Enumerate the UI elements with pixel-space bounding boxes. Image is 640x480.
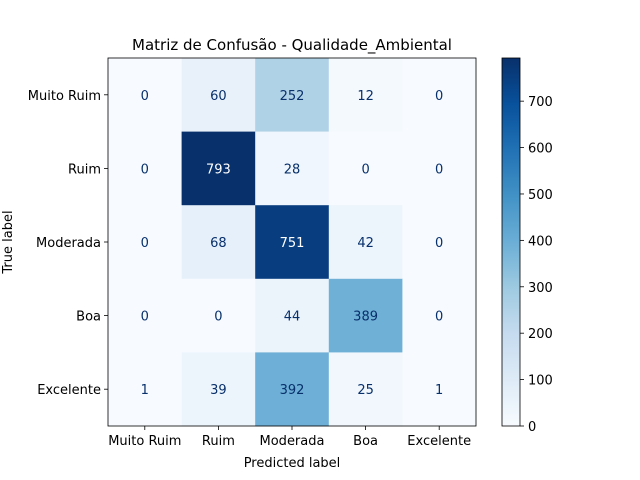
colorbar-ticks: 0 100 200 300 400 500 600 700 (520, 95, 553, 435)
cell-value-label: 25 (357, 383, 374, 398)
x-tick-label: Muito Ruim (108, 434, 181, 449)
heatmap-cell (255, 58, 330, 132)
heatmap-cell (255, 352, 330, 427)
colorbar-tick-label: 200 (528, 327, 553, 342)
cell-value-label: 0 (435, 236, 443, 251)
heatmap-cell (255, 131, 330, 206)
x-tick-label: Boa (353, 434, 378, 449)
cell-value-label: 28 (284, 162, 301, 177)
colorbar-tick-label: 0 (528, 420, 536, 435)
cell-value-label: 12 (357, 89, 374, 104)
cell-value-label: 0 (361, 162, 369, 177)
chart-title: Matriz de Confusão - Qualidade_Ambiental (132, 36, 452, 55)
heatmap-cell (402, 278, 477, 353)
heatmap-cell (181, 352, 256, 427)
x-axis-ticks: Muito Ruim Ruim Moderada Boa Excelente (108, 426, 471, 449)
heatmap-cell (328, 205, 403, 280)
colorbar-tick-label: 600 (528, 142, 553, 157)
heatmap-cell (108, 278, 182, 353)
cell-value-label: 1 (141, 383, 149, 398)
heatmap-cell (328, 352, 403, 427)
heatmap-cells: 0 60 252 12 0 0 793 28 0 0 0 68 751 42 0 0 0 44 389 0 1 39 392… (108, 58, 477, 427)
y-tick-label: Boa (76, 310, 101, 325)
heatmap-cell (108, 205, 182, 280)
heatmap-cell (108, 58, 182, 132)
cell-value-label: 68 (210, 236, 227, 251)
cell-value-label: 793 (206, 162, 231, 177)
y-tick-label: Moderada (36, 236, 101, 251)
x-axis-label: Predicted label (244, 456, 341, 471)
heatmap-cell (181, 131, 256, 206)
cell-value-label: 1 (435, 383, 443, 398)
y-tick-label: Excelente (37, 383, 101, 398)
cell-value-label: 60 (210, 89, 227, 104)
cell-value-label: 0 (435, 89, 443, 104)
cell-value-label: 44 (284, 310, 301, 325)
y-tick-label: Muito Ruim (28, 89, 101, 104)
cell-value-label: 0 (141, 310, 149, 325)
cell-value-label: 252 (280, 89, 305, 104)
heatmap-cell (255, 278, 330, 353)
x-tick-label: Excelente (407, 434, 471, 449)
heatmap-cell (328, 131, 403, 206)
heatmap-cell (181, 278, 256, 353)
heatmap-cell (402, 58, 477, 132)
cell-value-label: 0 (141, 236, 149, 251)
cell-value-label: 0 (141, 162, 149, 177)
colorbar-tick-label: 300 (528, 281, 553, 296)
x-tick-label: Moderada (260, 434, 325, 449)
heatmap-cell (328, 278, 403, 353)
heatmap-cell (108, 352, 182, 427)
y-axis-ticks: Muito Ruim Ruim Moderada Boa Excelente (28, 89, 108, 398)
heatmap-cell (255, 205, 330, 280)
cell-value-label: 0 (214, 310, 222, 325)
heatmap-cell (181, 58, 256, 132)
heatmap-cell (108, 131, 182, 206)
cell-value-label: 0 (141, 89, 149, 104)
cell-value-label: 392 (280, 383, 305, 398)
heatmap-cell (402, 352, 477, 427)
cell-value-label: 751 (280, 236, 305, 251)
heatmap-cell (181, 205, 256, 280)
y-tick-label: Ruim (68, 162, 101, 177)
colorbar (501, 57, 521, 427)
cell-value-label: 0 (435, 162, 443, 177)
heatmap-cell (402, 205, 477, 280)
cell-value-label: 389 (353, 310, 378, 325)
colorbar-tick-label: 700 (528, 95, 553, 110)
cell-value-label: 42 (357, 236, 374, 251)
y-axis-label: True label (1, 210, 16, 274)
colorbar-tick-label: 400 (528, 234, 553, 249)
heatmap-cell (402, 131, 477, 206)
cell-value-label: 0 (435, 310, 443, 325)
cell-value-label: 39 (210, 383, 227, 398)
colorbar-tick-label: 100 (528, 374, 553, 389)
heatmap-cell (328, 58, 403, 132)
x-tick-label: Ruim (202, 434, 235, 449)
colorbar-tick-label: 500 (528, 188, 553, 203)
